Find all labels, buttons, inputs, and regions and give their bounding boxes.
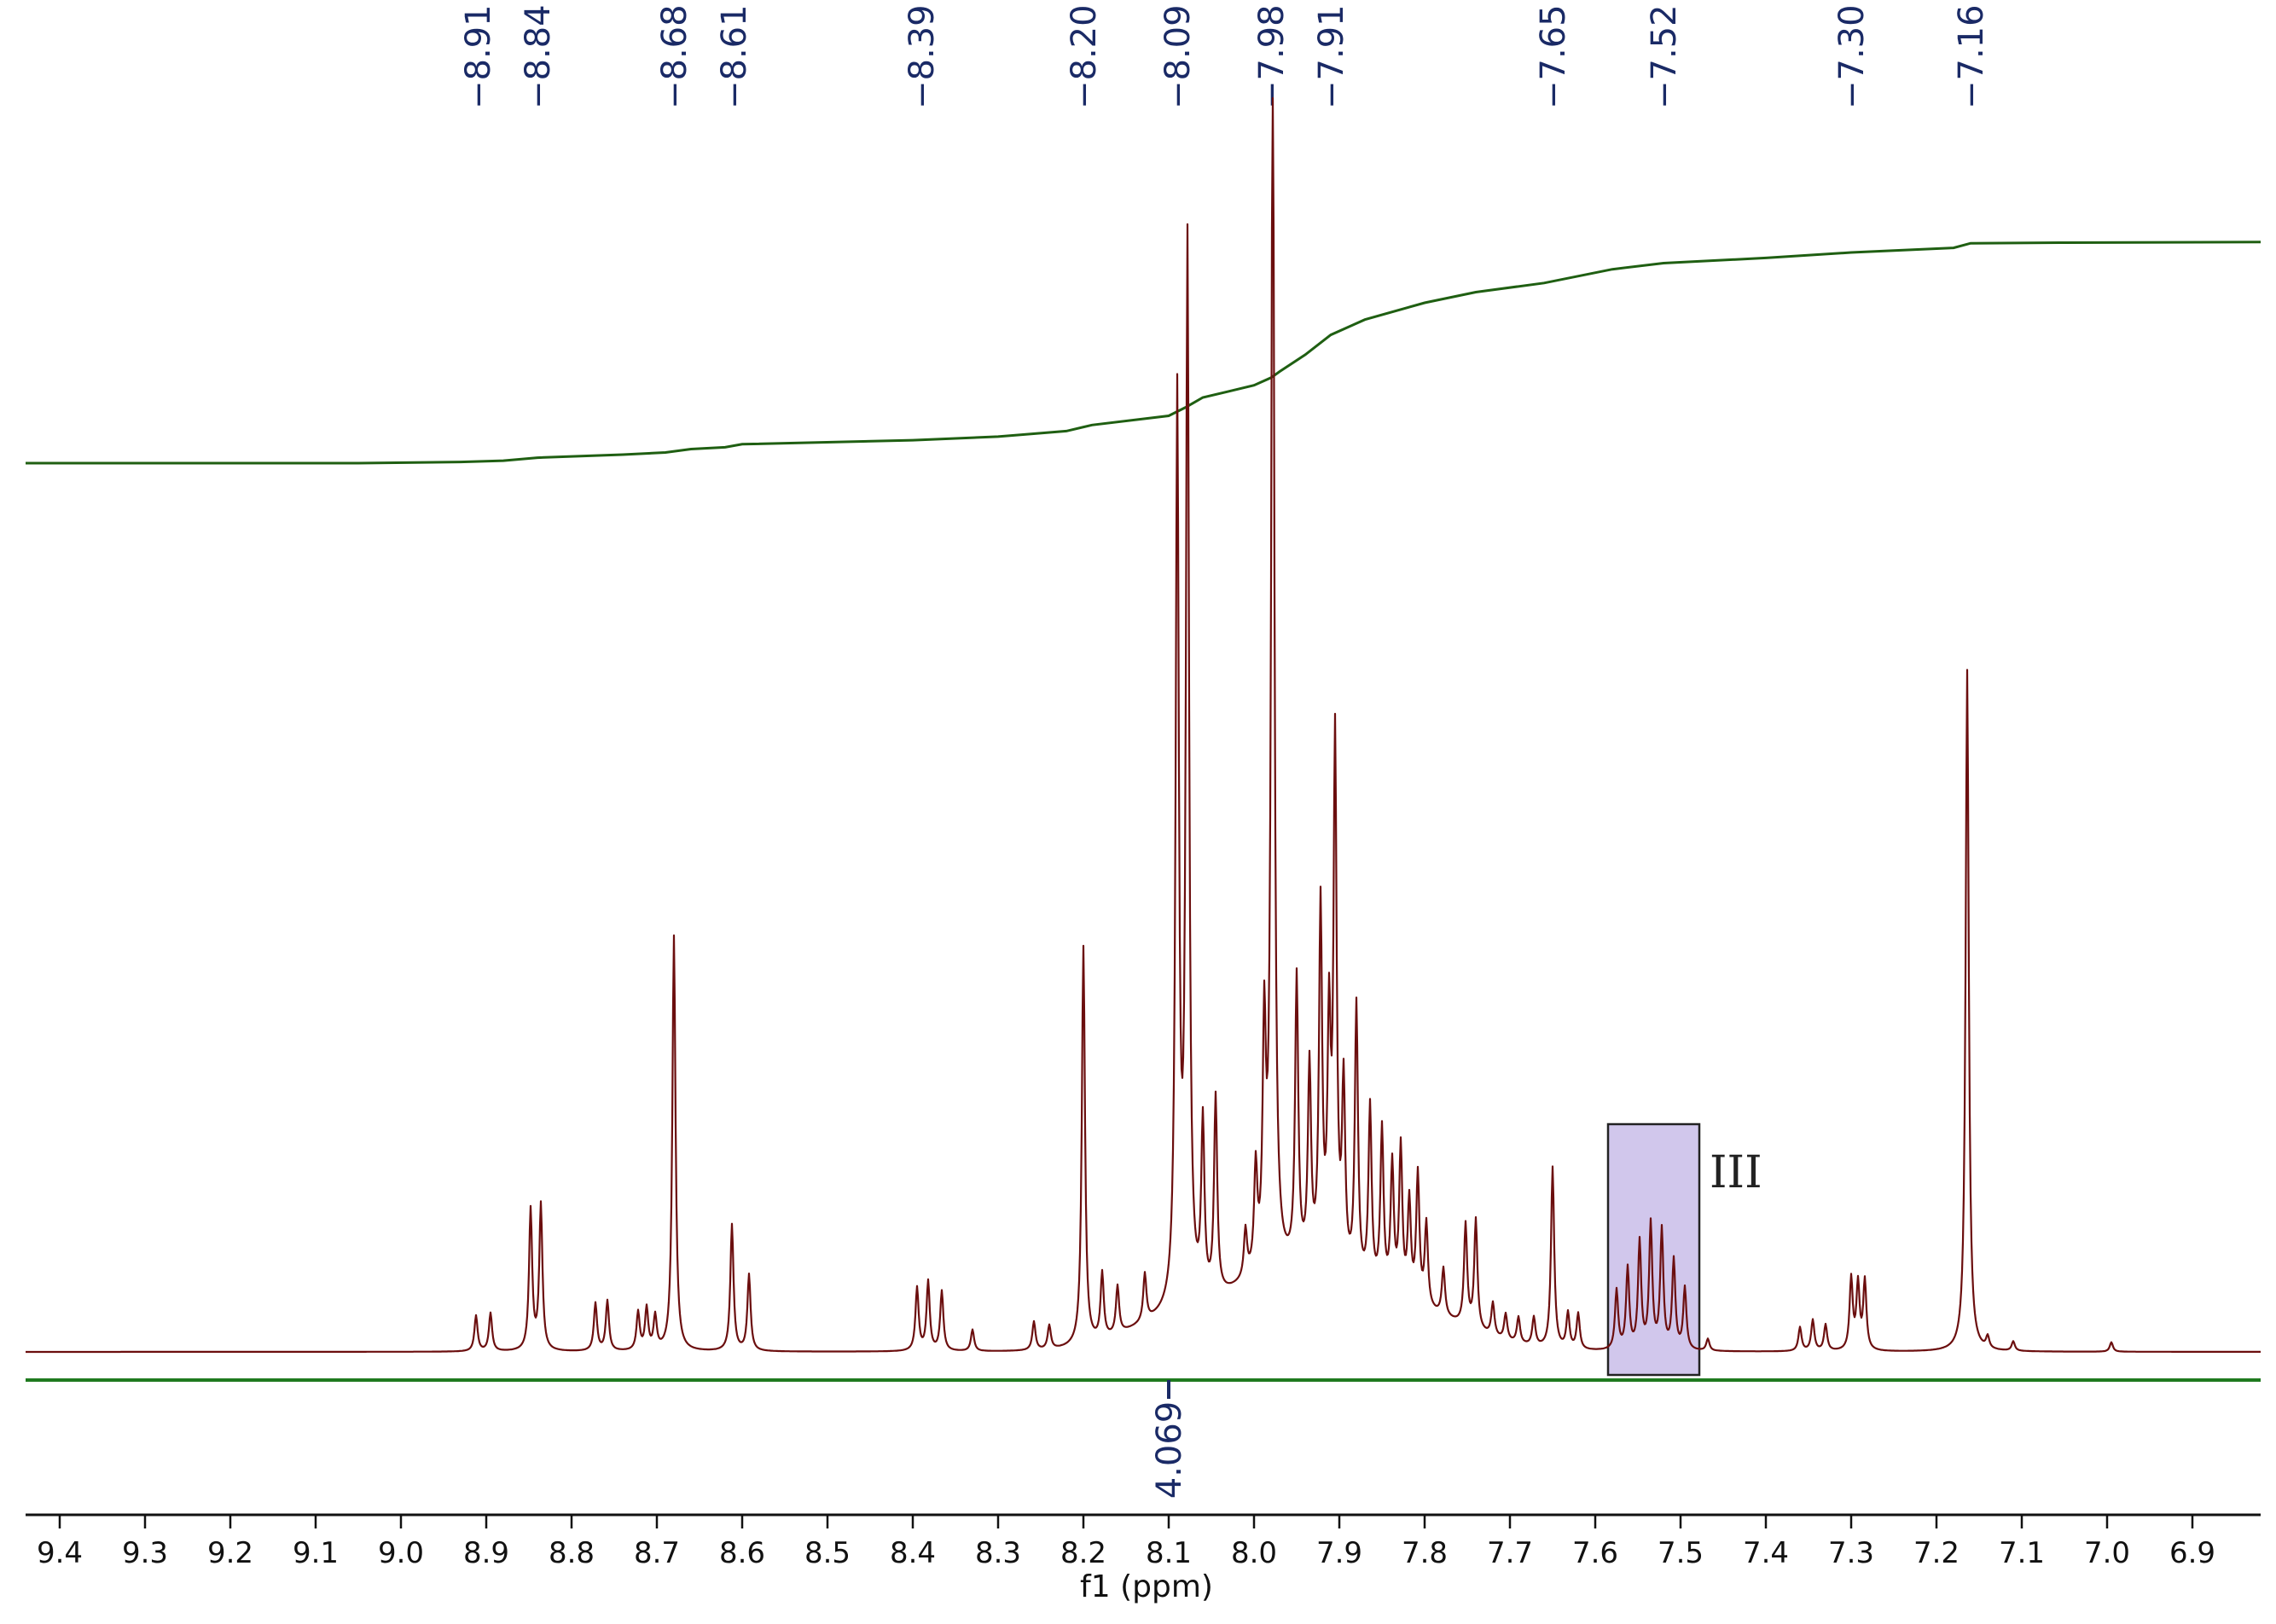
- x-tick-label: 7.9: [1316, 1536, 1362, 1570]
- peak-label: −7.30: [1832, 4, 1872, 109]
- x-tick-label: 7.8: [1402, 1536, 1448, 1570]
- peak-label: −7.52: [1645, 4, 1684, 109]
- peak-label: −7.16: [1952, 4, 1991, 109]
- x-tick-label: 7.0: [2084, 1536, 2130, 1570]
- peak-label: −8.09: [1158, 4, 1198, 109]
- x-tick-label: 6.9: [2169, 1536, 2215, 1570]
- x-tick-label: 7.7: [1487, 1536, 1533, 1570]
- x-tick-label: 8.4: [890, 1536, 936, 1570]
- x-tick-label: 9.0: [378, 1536, 424, 1570]
- x-tick-label: 9.1: [293, 1536, 339, 1570]
- x-tick-label: 9.2: [207, 1536, 253, 1570]
- x-tick-label: 8.6: [719, 1536, 765, 1570]
- x-tick-label: 8.3: [975, 1536, 1021, 1570]
- peak-label: −7.65: [1534, 4, 1573, 109]
- peak-label: −7.98: [1252, 4, 1292, 109]
- peak-label: −8.68: [655, 4, 694, 109]
- peak-label: −8.84: [519, 4, 558, 109]
- x-tick-label: 9.3: [122, 1536, 168, 1570]
- x-tick-label: 8.2: [1060, 1536, 1106, 1570]
- x-tick-label: 8.7: [634, 1536, 680, 1570]
- x-tick-label: 8.5: [804, 1536, 851, 1570]
- x-tick-label: 8.0: [1231, 1536, 1277, 1570]
- integral-curve: [26, 241, 2261, 465]
- spectrum-trace: [25, 96, 2261, 1354]
- highlight-box-iii: [1606, 1122, 1701, 1377]
- x-tick-label: 8.1: [1146, 1536, 1192, 1570]
- x-tick-label: 7.2: [1913, 1536, 1960, 1570]
- x-tick-label: 8.8: [549, 1536, 595, 1570]
- peak-labels: −8.91 −8.84 −8.68 −8.61 −8.39 −8.20 −8.09 −7.98…: [459, 4, 1991, 109]
- x-tick-label: 9.4: [37, 1536, 83, 1570]
- x-tick-label: 7.5: [1658, 1536, 1704, 1570]
- highlight-label: III: [1710, 1147, 1762, 1198]
- integral-value-label: 4.069: [1150, 1401, 1189, 1499]
- x-tick-label: 7.1: [1999, 1536, 2045, 1570]
- x-tick-label: 8.9: [463, 1536, 509, 1570]
- x-tick-label: 7.4: [1743, 1536, 1789, 1570]
- peak-label: −8.39: [903, 4, 942, 109]
- peak-label: −7.91: [1312, 4, 1351, 109]
- peak-label: −8.20: [1065, 4, 1104, 109]
- x-axis-title: f1 (ppm): [1080, 1569, 1213, 1604]
- peak-label: −8.61: [715, 4, 754, 109]
- x-tick-label: 7.6: [1572, 1536, 1618, 1570]
- peak-label: −8.91: [459, 4, 498, 109]
- x-axis-ticks: 9.4 9.3 9.2 9.1 9.0 8.9 8.8 8.7 8.6 8.5 8.4 8.3 8.2 8…: [37, 1515, 2215, 1570]
- x-tick-label: 7.3: [1828, 1536, 1874, 1570]
